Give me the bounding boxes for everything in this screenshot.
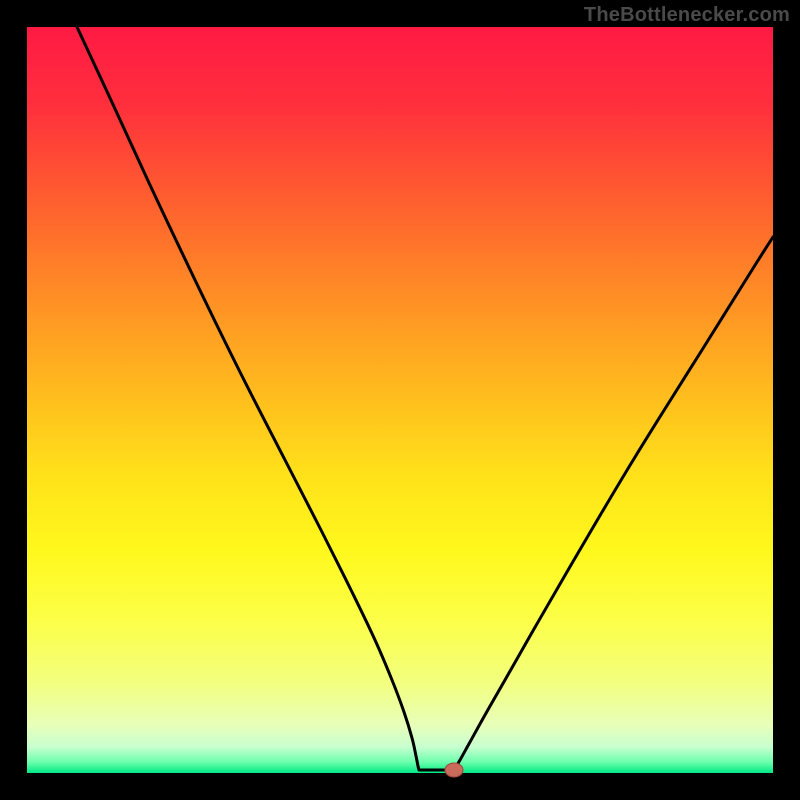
optimum-marker <box>445 763 463 777</box>
chart-container: TheBottlenecker.com <box>0 0 800 800</box>
bottleneck-chart <box>0 0 800 800</box>
plot-background <box>27 27 773 773</box>
watermark-text: TheBottlenecker.com <box>584 4 790 27</box>
